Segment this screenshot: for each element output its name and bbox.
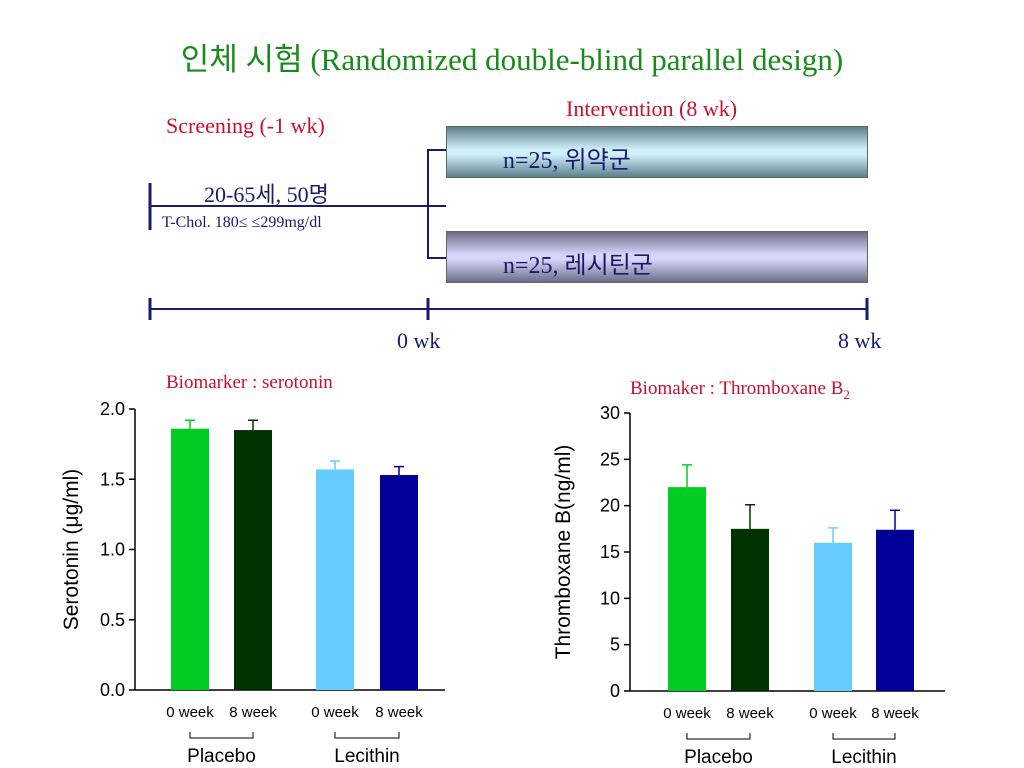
criteria-label: T-Chol. 180≤ ≤299mg/dl [162,214,322,231]
chart1-bar [380,475,418,690]
chart1-bar [316,469,354,690]
chart2-bar [876,529,914,691]
chart2-y-tick-label: 0 [610,681,620,701]
chart2-group-bracket [832,733,896,740]
subjects-label: 20-65세, 50명 [204,182,329,207]
page-title: 인체 시험 (Randomized double-blind parallel … [180,42,844,77]
chart2-bar [668,487,706,691]
chart1-category-label: 0 week [166,704,214,721]
chart2-category-label: 0 week [809,705,857,722]
intervention-label: Intervention (8 wk) [566,96,738,121]
chart1-y-tick-label: 0.0 [100,680,125,700]
chart1-group-label: Lecithin [334,746,400,767]
chart1-bar [171,428,209,690]
lecithin-group-bar [446,231,868,283]
chart2-group-bracket [686,733,751,740]
chart2-bar [814,542,852,691]
chart1-group-bracket [334,732,400,739]
chart2-group-label: Lecithin [831,747,897,768]
chart2-y-tick-label: 10 [600,588,620,608]
chart1-group-bracket [189,732,254,739]
chart2-category-label: 0 week [663,705,711,722]
chart1-title: Biomarker : serotonin [166,372,333,393]
screening-label: Screening (-1 wk) [166,113,325,138]
chart1-group-label: Placebo [187,746,256,767]
group2-label: n=25, 레시틴군 [503,253,653,279]
chart2-category-label: 8 week [871,705,919,722]
chart2-group-label: Placebo [684,747,753,768]
chart2-bar [731,528,769,691]
chart1-category-label: 8 week [229,704,277,721]
chart1-category-label: 8 week [375,704,423,721]
chart2-title: Biomaker : Thromboxane B2 [630,378,850,402]
chart2-y-tick-label: 15 [600,542,620,562]
chart1-y-tick-label: 1.5 [100,469,125,489]
group1-label: n=25, 위약군 [503,148,631,174]
chart1-y-axis-label: Serotonin (μg/ml) [60,469,83,631]
chart2-category-label: 8 week [726,705,774,722]
chart2-y-tick-label: 30 [600,403,620,423]
chart2-y-axis-label: Thromboxane B(ng/ml) [552,445,575,660]
timeline-end-label: 8 wk [838,328,882,353]
timeline-start-label: 0 wk [397,328,441,353]
chart1-bar [234,430,272,690]
placebo-group-bar [446,126,868,178]
chart1-category-label: 0 week [311,704,359,721]
chart2-y-tick-label: 5 [610,635,620,655]
chart2-y-tick-label: 20 [600,496,620,516]
chart1-y-tick-label: 0.5 [100,610,125,630]
chart1-y-tick-label: 2.0 [100,399,125,419]
chart1-y-tick-label: 1.0 [100,540,125,560]
chart2-y-tick-label: 25 [600,449,620,469]
